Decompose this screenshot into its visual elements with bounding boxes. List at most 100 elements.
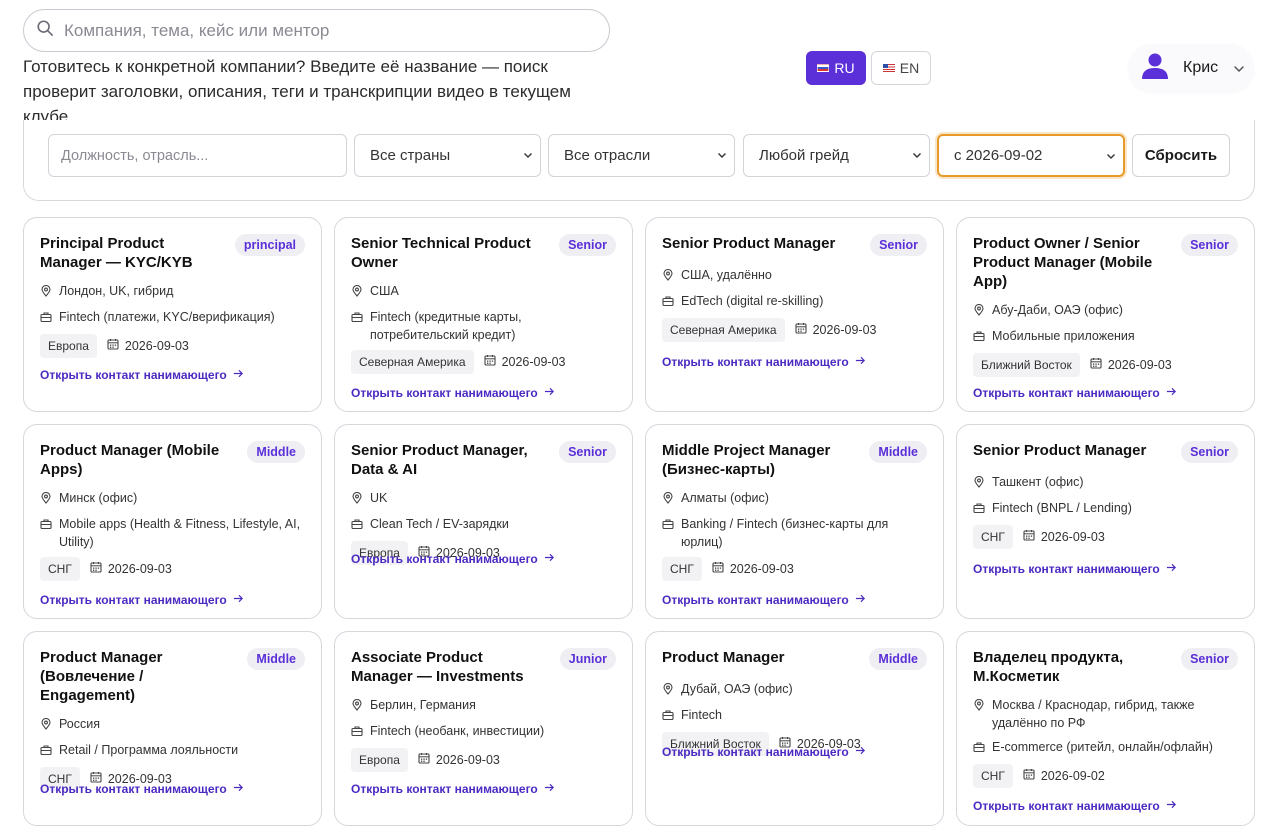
calendar-icon [1023,528,1035,546]
location-pin-icon [40,282,52,302]
grade-badge: Senior [559,234,616,256]
region-tag: Европа [351,748,408,772]
country-select[interactable]: Все страны [354,134,541,177]
job-date: 2026-09-03 [1023,528,1105,546]
open-hiring-contact-link[interactable]: Открыть контакт нанимающего [351,552,555,566]
briefcase-icon [351,515,363,535]
grade-badge: Middle [869,441,927,463]
region-tag: Ближний Восток [662,732,769,756]
position-filter-placeholder: Должность, отрасль... [61,147,209,164]
job-industry: Fintech (необанк, инвестиции) [370,724,545,738]
open-hiring-contact-link[interactable]: Открыть контакт нанимающего [351,782,555,796]
grade-badge: Senior [1181,234,1238,256]
open-hiring-contact-link[interactable]: Открыть контакт нанимающего [662,745,866,759]
briefcase-icon [973,499,985,519]
job-title: Product Manager (Mobile Apps) [40,442,220,478]
arrow-right-icon [233,782,244,796]
job-card[interactable]: Senior Product Manager, Data & AI Senior U… [334,424,633,619]
calendar-icon [418,544,430,562]
open-hiring-contact-link[interactable]: Открыть контакт нанимающего [973,562,1177,576]
job-title: Associate Product Manager — Investments [351,649,524,685]
job-date: 2026-09-03 [90,560,172,578]
job-card[interactable]: Product Manager Middle Дубай, ОАЭ (офис) Fi… [645,631,944,826]
job-card[interactable]: Product Manager (Вовлечение / Engagement… [23,631,322,826]
job-card[interactable]: Product Manager (Mobile Apps) Middle Минск… [23,424,322,619]
grade-select-value: Любой грейд [759,147,849,164]
search-bar[interactable] [23,9,610,52]
grade-select[interactable]: Любой грейд [743,134,930,177]
open-hiring-contact-link[interactable]: Открыть контакт нанимающего [351,386,555,400]
job-location: Алматы (офис) [681,491,769,505]
open-hiring-contact-link[interactable]: Открыть контакт нанимающего [40,593,244,607]
user-menu[interactable]: Крис [1128,44,1254,92]
arrow-right-icon [855,745,866,759]
chevron-down-icon [913,153,921,158]
job-card[interactable]: Senior Technical Product Owner Senior США F… [334,217,633,412]
country-select-value: Все страны [370,147,451,164]
job-date: 2026-09-03 [107,337,189,355]
open-hiring-contact-label: Открыть контакт нанимающего [662,593,849,607]
grade-badge: Senior [1181,648,1238,670]
briefcase-icon [40,515,52,535]
job-card[interactable]: Associate Product Manager — Investments J… [334,631,633,826]
location-pin-icon [973,696,985,716]
job-location: Москва / Краснодар, гибрид, также удалён… [992,698,1195,730]
industry-select-value: Все отрасли [564,147,651,164]
calendar-icon [418,751,430,769]
job-location: Россия [59,717,100,731]
job-location: Берлин, Германия [370,698,476,712]
lang-ru-button[interactable]: RU [806,51,866,85]
job-card[interactable]: Владелец продукта, М.Косметик Senior Москв… [956,631,1255,826]
search-input[interactable] [64,20,584,41]
job-location: США, удалённо [681,268,772,282]
location-pin-icon [351,696,363,716]
grade-badge: Senior [559,441,616,463]
position-filter-input[interactable]: Должность, отрасль... [48,134,347,177]
job-card[interactable]: Product Owner / Senior Product Manager (… [956,217,1255,412]
job-date: 2026-09-03 [90,770,172,788]
job-card[interactable]: Principal Product Manager — KYC/KYB princ… [23,217,322,412]
region-tag: Европа [351,541,408,565]
chevron-down-icon [718,153,726,158]
job-title: Product Manager (Вовлечение / Engagement… [40,649,163,704]
job-date-value: 2026-09-03 [796,737,861,751]
industry-select[interactable]: Все отрасли [548,134,735,177]
open-hiring-contact-link[interactable]: Открыть контакт нанимающего [973,386,1177,400]
open-hiring-contact-label: Открыть контакт нанимающего [351,386,538,400]
open-hiring-contact-link[interactable]: Открыть контакт нанимающего [662,355,866,369]
open-hiring-contact-link[interactable]: Открыть контакт нанимающего [40,368,244,382]
job-card[interactable]: Senior Product Manager Senior Ташкент (офи… [956,424,1255,619]
briefcase-icon [40,308,52,328]
reset-button[interactable]: Сбросить [1132,134,1230,177]
job-date-value: 2026-09-03 [1040,530,1105,544]
job-date-value: 2026-09-03 [812,323,877,337]
date-select[interactable]: с 2026-09-02 [937,134,1125,177]
open-hiring-contact-label: Открыть контакт нанимающего [351,552,538,566]
job-title: Senior Product Manager, Data & AI [351,442,528,478]
arrow-right-icon [544,552,555,566]
open-hiring-contact-label: Открыть контакт нанимающего [662,745,849,759]
job-title: Product Manager [662,649,785,666]
location-pin-icon [662,266,674,286]
job-date-value: 2026-09-03 [501,355,566,369]
open-hiring-contact-link[interactable]: Открыть контакт нанимающего [973,799,1177,813]
job-industry: Mobile apps (Health & Fitness, Lifestyle… [59,517,301,549]
location-pin-icon [662,489,674,509]
calendar-icon [90,770,102,788]
chevron-down-icon [524,153,532,158]
region-tag: Ближний Восток [973,353,1080,377]
job-industry: EdTech (digital re-skilling) [681,294,824,308]
job-date: 2026-09-03 [1090,356,1172,374]
open-hiring-contact-link[interactable]: Открыть контакт нанимающего [662,593,866,607]
open-hiring-contact-link[interactable]: Открыть контакт нанимающего [40,782,244,796]
arrow-right-icon [855,593,866,607]
job-card[interactable]: Middle Project Manager (Бизнес-карты) Mid… [645,424,944,619]
job-card[interactable]: Senior Product Manager Senior США, удалённ… [645,217,944,412]
region-tag: СНГ [40,767,80,791]
job-industry: Retail / Программа лояльности [59,743,239,757]
lang-en-button[interactable]: EN [871,51,931,85]
calendar-icon [90,560,102,578]
job-location: Абу-Даби, ОАЭ (офис) [992,303,1123,317]
region-tag: СНГ [973,764,1013,788]
job-date-value: 2026-09-02 [1040,769,1105,783]
